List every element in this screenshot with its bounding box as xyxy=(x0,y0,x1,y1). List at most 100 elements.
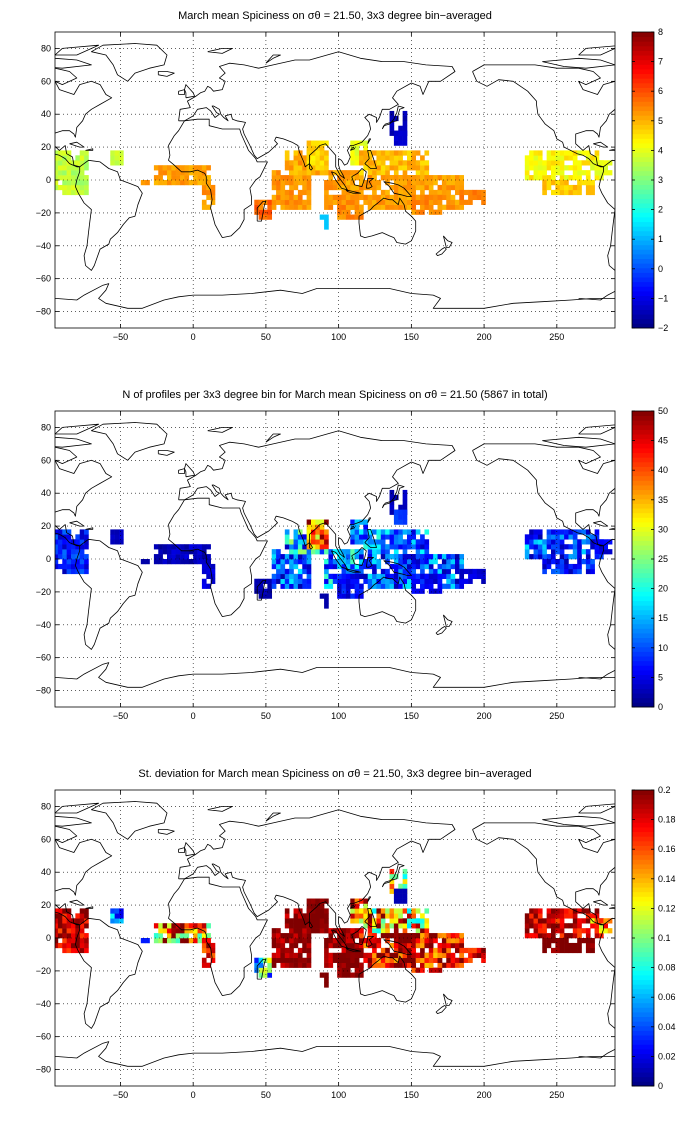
data-cell xyxy=(411,529,417,535)
colorbar-segment xyxy=(632,461,654,467)
data-cell xyxy=(577,189,582,196)
data-cell xyxy=(79,554,85,560)
data-cell xyxy=(359,918,364,924)
data-cell xyxy=(354,928,360,934)
data-cell xyxy=(297,578,303,584)
data-cell xyxy=(66,165,72,171)
data-cell xyxy=(380,199,386,205)
data-cell xyxy=(407,544,412,550)
data-cell xyxy=(341,942,347,949)
data-cell xyxy=(367,908,373,914)
data-cell xyxy=(559,534,565,540)
data-cell xyxy=(577,549,582,555)
data-cell xyxy=(468,947,473,954)
coastline xyxy=(178,847,185,853)
data-cell xyxy=(402,893,408,899)
data-cell xyxy=(319,918,325,924)
data-cell xyxy=(62,563,67,570)
data-cell xyxy=(293,165,299,171)
colorbar-segment xyxy=(632,942,654,948)
data-cell xyxy=(188,938,194,944)
data-cell xyxy=(551,947,556,954)
data-cell xyxy=(289,170,294,176)
data-cell xyxy=(75,544,81,550)
colorbar-segment xyxy=(632,138,654,144)
data-cell xyxy=(57,184,63,191)
colorbar-tick-label: 3 xyxy=(658,175,663,185)
data-cell xyxy=(306,175,312,181)
data-cell xyxy=(363,145,369,151)
data-cell xyxy=(389,923,395,929)
data-cell xyxy=(585,160,591,166)
data-cell xyxy=(84,933,89,939)
data-cell xyxy=(481,199,486,205)
data-cell xyxy=(267,593,273,599)
data-cell xyxy=(446,175,451,181)
data-cell xyxy=(114,150,120,156)
data-cell xyxy=(193,170,198,176)
data-cell xyxy=(389,204,395,210)
data-cell xyxy=(201,199,207,205)
data-cell xyxy=(359,952,364,959)
data-cell xyxy=(524,534,530,540)
data-cell xyxy=(188,544,194,550)
data-cell xyxy=(542,947,547,954)
data-cell xyxy=(420,549,425,555)
coastline xyxy=(69,899,85,906)
data-cell xyxy=(324,918,329,924)
colorbar-segment xyxy=(632,1076,654,1082)
data-cell xyxy=(319,539,325,545)
data-cell xyxy=(424,170,430,176)
x-tick-label: 100 xyxy=(331,332,346,342)
data-cell xyxy=(306,539,312,545)
data-cell xyxy=(293,539,299,545)
data-cell xyxy=(359,898,364,904)
data-cell xyxy=(398,923,403,929)
data-cell xyxy=(210,942,216,949)
data-cell xyxy=(180,170,185,176)
data-cell xyxy=(158,933,163,939)
data-cell xyxy=(393,873,399,880)
data-cell xyxy=(411,160,417,166)
data-cell xyxy=(411,165,417,171)
data-cell xyxy=(319,913,325,919)
data-cell xyxy=(389,873,395,880)
data-cell xyxy=(311,160,316,166)
data-cell xyxy=(398,933,403,939)
data-cell xyxy=(402,150,408,156)
data-cell xyxy=(603,160,609,166)
data-cell xyxy=(420,928,425,934)
data-cell xyxy=(555,160,561,166)
data-cell xyxy=(380,578,386,584)
data-cell xyxy=(398,180,403,186)
data-cell xyxy=(359,150,364,156)
colorbar-segment xyxy=(632,646,654,652)
data-cell xyxy=(55,175,59,181)
colorbar-segment xyxy=(632,452,654,458)
data-cell xyxy=(341,952,347,959)
colorbar-segment xyxy=(632,295,654,301)
data-cell xyxy=(581,908,587,914)
colorbar-segment xyxy=(632,96,654,102)
data-cell xyxy=(337,942,342,949)
data-cell xyxy=(302,180,307,186)
colorbar-segment xyxy=(632,998,654,1004)
data-cell xyxy=(75,928,81,934)
colorbar-segment xyxy=(632,291,654,297)
data-cell xyxy=(594,529,600,535)
data-cell xyxy=(367,170,373,176)
colorbar-segment xyxy=(632,175,654,181)
data-cell xyxy=(420,563,425,570)
data-cell xyxy=(389,933,395,939)
data-cell xyxy=(289,962,294,968)
data-cell xyxy=(568,942,574,949)
data-cell xyxy=(455,568,460,575)
data-cell xyxy=(433,180,438,186)
data-cell xyxy=(376,170,382,176)
data-cell xyxy=(62,938,67,944)
data-cell xyxy=(306,140,312,146)
colorbar-segment xyxy=(632,272,654,278)
data-cell xyxy=(389,583,395,589)
data-cell xyxy=(289,160,294,166)
data-cell xyxy=(446,962,451,968)
